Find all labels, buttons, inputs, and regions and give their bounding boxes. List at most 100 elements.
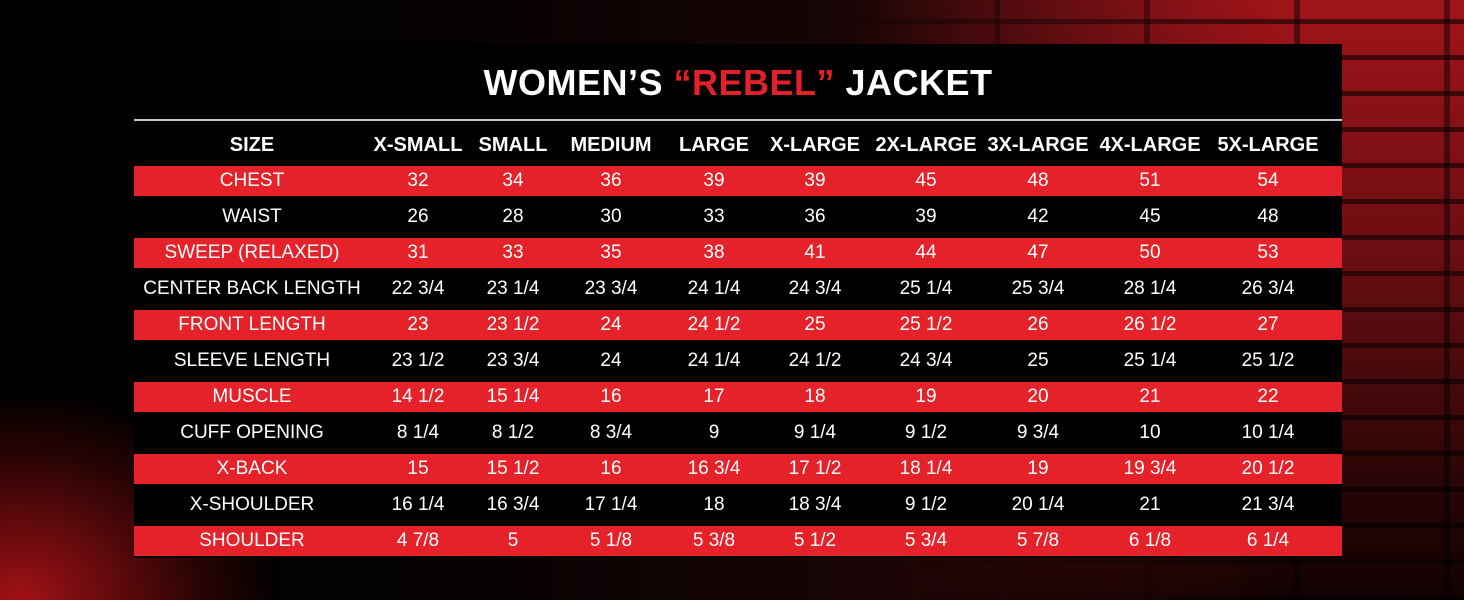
measurement-label: X-SHOULDER (189, 494, 315, 515)
table-cell: 20 (1027, 386, 1049, 407)
table-cell: 25 1/4 (899, 278, 953, 299)
title-divider (134, 119, 1342, 121)
measurement-label: SHOULDER (199, 530, 305, 551)
table-cell: 9 (708, 422, 720, 443)
table-cell: 16 (600, 386, 622, 407)
table-cell: 5 1/8 (589, 530, 633, 551)
table-cell: 17 (703, 386, 725, 407)
table-cell: 41 (804, 242, 826, 263)
table-cell: 6 1/8 (1128, 530, 1172, 551)
table-cell: 35 (600, 242, 622, 263)
table-cell: 6 1/4 (1246, 530, 1290, 551)
column-header: 3X-LARGE (987, 134, 1089, 156)
table-cell: 39 (703, 170, 725, 191)
measurement-label: CUFF OPENING (180, 422, 324, 443)
table-cell: 32 (407, 170, 429, 191)
table-cell: 23 (407, 314, 429, 335)
table-cell: 36 (600, 170, 622, 191)
table-cell: 24 (600, 350, 622, 371)
table-cell: 39 (804, 170, 826, 191)
table-cell: 19 3/4 (1123, 458, 1177, 479)
table-cell: 36 (804, 206, 826, 227)
table-cell: 44 (915, 242, 937, 263)
size-table: SIZE X-SMALL SMALL MEDIUM LARGE X-LARGE 2X-LAR… (134, 127, 1342, 559)
table-row: SLEEVE LENGTH 23 1/2 23 3/4 24 24 1/4 24 1/2 2… (134, 343, 1342, 379)
title-prefix: WOMEN’S (483, 62, 674, 103)
measurement-label: CENTER BACK LENGTH (143, 278, 361, 299)
column-header: MEDIUM (570, 134, 652, 156)
column-header: 5X-LARGE (1217, 134, 1319, 156)
table-cell: 8 1/2 (491, 422, 535, 443)
measurement-label: WAIST (222, 206, 282, 227)
page-title: WOMEN’S “REBEL” JACKET (134, 62, 1342, 104)
table-cell: 18 (703, 494, 725, 515)
table-cell: 27 (1257, 314, 1279, 335)
column-header: SMALL (478, 134, 548, 156)
table-cell: 34 (502, 170, 524, 191)
table-cell: 26 (407, 206, 429, 227)
table-cell: 18 3/4 (788, 494, 842, 515)
table-cell: 5 3/4 (904, 530, 948, 551)
table-cell: 15 (407, 458, 429, 479)
table-cell: 19 (915, 386, 937, 407)
table-row: X-SHOULDER 16 1/4 16 3/4 17 1/4 18 18 3/4 9 1/… (134, 487, 1342, 523)
table-cell: 16 1/4 (391, 494, 445, 515)
table-cell: 8 3/4 (589, 422, 633, 443)
measurement-label: SLEEVE LENGTH (173, 350, 331, 371)
table-header-row: SIZE X-SMALL SMALL MEDIUM LARGE X-LARGE 2X-LAR… (134, 127, 1342, 163)
table-cell: 4 7/8 (396, 530, 440, 551)
table-row: MUSCLE 14 1/2 15 1/4 16 17 18 19 20 21 22 (134, 379, 1342, 415)
table-cell: 20 1/4 (1011, 494, 1065, 515)
column-header: X-SMALL (373, 134, 463, 156)
table-cell: 9 1/2 (904, 494, 948, 515)
table-cell: 28 1/4 (1123, 278, 1177, 299)
table-cell: 31 (407, 242, 429, 263)
table-cell: 53 (1257, 242, 1279, 263)
table-cell: 26 1/2 (1123, 314, 1177, 335)
table-cell: 21 (1139, 494, 1161, 515)
table-row: CHEST 32 34 36 39 39 45 48 51 54 (134, 163, 1342, 199)
size-chart-panel: WOMEN’S “REBEL” JACKET SIZE X-SMALL SMALL M… (134, 44, 1342, 558)
table-cell: 16 3/4 (486, 494, 540, 515)
table-cell: 47 (1027, 242, 1049, 263)
table-cell: 30 (600, 206, 622, 227)
table-cell: 23 3/4 (486, 350, 540, 371)
table-cell: 21 (1139, 386, 1161, 407)
table-cell: 24 3/4 (788, 278, 842, 299)
table-cell: 16 (600, 458, 622, 479)
table-cell: 50 (1139, 242, 1161, 263)
table-row: FRONT LENGTH 23 23 1/2 24 24 1/2 25 25 1/2 26 26… (134, 307, 1342, 343)
table-cell: 24 3/4 (899, 350, 953, 371)
table-cell: 54 (1257, 170, 1279, 191)
table-cell: 38 (703, 242, 725, 263)
table-cell: 5 1/2 (793, 530, 837, 551)
table-cell: 45 (1139, 206, 1161, 227)
table-cell: 23 1/4 (486, 278, 540, 299)
table-cell: 16 3/4 (687, 458, 741, 479)
table-row: X-BACK 15 15 1/2 16 16 3/4 17 1/2 18 1/4 19 19 3… (134, 451, 1342, 487)
table-cell: 24 (600, 314, 622, 335)
table-cell: 17 1/4 (584, 494, 638, 515)
table-cell: 25 3/4 (1011, 278, 1065, 299)
table-cell: 33 (502, 242, 524, 263)
table-cell: 24 1/2 (788, 350, 842, 371)
table-cell: 20 1/2 (1241, 458, 1295, 479)
table-cell: 25 1/2 (1241, 350, 1295, 371)
table-cell: 25 (804, 314, 826, 335)
table-cell: 48 (1257, 206, 1279, 227)
table-cell: 14 1/2 (391, 386, 445, 407)
column-header: SIZE (229, 134, 275, 156)
table-cell: 19 (1027, 458, 1049, 479)
table-cell: 5 7/8 (1016, 530, 1060, 551)
table-cell: 23 3/4 (584, 278, 638, 299)
table-row: CUFF OPENING 8 1/4 8 1/2 8 3/4 9 9 1/4 9 1/2 9 … (134, 415, 1342, 451)
table-cell: 33 (703, 206, 725, 227)
table-row: CENTER BACK LENGTH 22 3/4 23 1/4 23 3/4 24 1… (134, 271, 1342, 307)
table-cell: 22 3/4 (391, 278, 445, 299)
table-cell: 51 (1139, 170, 1161, 191)
table-cell: 42 (1027, 206, 1049, 227)
column-header: X-LARGE (770, 134, 860, 156)
table-cell: 24 1/4 (687, 278, 741, 299)
table-cell: 26 3/4 (1241, 278, 1295, 299)
title-suffix: JACKET (834, 62, 993, 103)
